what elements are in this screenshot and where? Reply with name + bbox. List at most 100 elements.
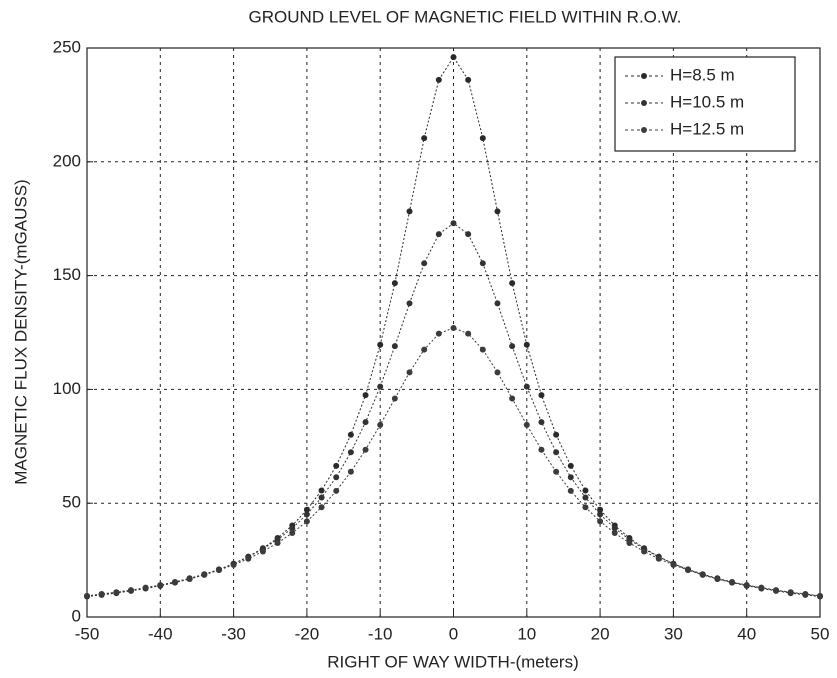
data-point: [186, 575, 193, 582]
data-point: [509, 395, 516, 402]
data-point: [450, 54, 457, 61]
data-point: [347, 449, 354, 456]
data-point: [303, 511, 310, 518]
data-point: [450, 324, 457, 331]
y-tick-label: 50: [62, 493, 81, 512]
x-tick-label: -20: [295, 624, 320, 643]
data-point: [362, 392, 369, 399]
data-point: [553, 431, 560, 438]
data-point: [245, 555, 252, 562]
data-point: [289, 530, 296, 537]
data-point: [406, 208, 413, 215]
data-point: [479, 135, 486, 142]
data-point: [729, 579, 736, 586]
y-axis-label: MAGNETIC FLUX DENSITY-(mGAUSS): [11, 179, 30, 484]
data-point: [157, 582, 164, 589]
data-point: [670, 561, 677, 568]
data-point: [435, 76, 442, 83]
plot-frame: [86, 47, 821, 618]
y-tick-label: 250: [53, 37, 81, 56]
legend-label: H=10.5 m: [670, 92, 744, 111]
data-point: [318, 504, 325, 511]
x-tick-label: 50: [811, 624, 830, 643]
data-point: [391, 395, 398, 402]
data-point: [435, 231, 442, 238]
data-point: [802, 591, 809, 598]
x-tick-label: 20: [591, 624, 610, 643]
data-point: [215, 567, 222, 574]
x-tick-label: -10: [368, 624, 393, 643]
data-point: [98, 591, 105, 598]
data-point: [494, 369, 501, 376]
data-point: [333, 474, 340, 481]
y-tick-label: 200: [53, 151, 81, 170]
data-point: [259, 548, 266, 555]
chart-title: GROUND LEVEL OF MAGNETIC FIELD WITHIN R.…: [249, 7, 682, 26]
data-point: [523, 341, 530, 348]
data-point: [494, 208, 501, 215]
data-point: [787, 589, 794, 596]
data-point: [509, 280, 516, 287]
legend-marker: [641, 100, 647, 106]
legend-label: H=8.5 m: [670, 65, 735, 84]
data-point: [84, 592, 90, 599]
data-point: [611, 530, 618, 537]
data-point: [773, 587, 780, 594]
data-point: [421, 135, 428, 142]
legend: H=8.5 m H=10.5 m H=12.5 m: [614, 56, 796, 152]
data-point: [406, 369, 413, 376]
data-point: [597, 511, 604, 518]
x-tick-label: 10: [517, 624, 536, 643]
data-point: [582, 487, 589, 494]
data-point: [582, 504, 589, 511]
data-point: [523, 421, 530, 428]
data-point: [553, 449, 560, 456]
data-point: [465, 231, 472, 238]
x-tick-label: 40: [737, 624, 756, 643]
data-point: [421, 346, 428, 353]
x-tick-label: 0: [449, 624, 458, 643]
data-point: [567, 474, 574, 481]
data-point: [201, 571, 208, 578]
data-point: [567, 487, 574, 494]
data-point: [641, 548, 648, 555]
data-point: [347, 431, 354, 438]
data-point: [303, 518, 310, 525]
data-point: [479, 346, 486, 353]
x-tick-label: -50: [75, 624, 100, 643]
data-point: [347, 468, 354, 475]
data-point: [421, 260, 428, 267]
legend-label: H=12.5 m: [670, 119, 744, 138]
data-point: [685, 567, 692, 574]
data-point: [538, 392, 545, 399]
data-point: [127, 587, 134, 594]
x-axis-label: RIGHT OF WAY WIDTH-(meters): [327, 652, 579, 671]
data-point: [743, 582, 750, 589]
data-point: [538, 446, 545, 453]
data-point: [523, 383, 530, 390]
x-tick-label: -30: [221, 624, 246, 643]
x-tick-label: 30: [664, 624, 683, 643]
data-point: [553, 468, 560, 475]
data-point: [289, 525, 296, 532]
y-tick-label: 0: [72, 606, 81, 625]
data-point: [626, 540, 633, 547]
data-point: [377, 341, 384, 348]
y-tick-label: 100: [53, 379, 81, 398]
data-point: [377, 421, 384, 428]
x-tick-label: -40: [148, 624, 173, 643]
data-point: [171, 579, 178, 586]
data-point: [318, 494, 325, 501]
data-point: [450, 220, 457, 227]
data-point: [362, 446, 369, 453]
data-point: [435, 330, 442, 337]
data-point: [391, 280, 398, 287]
data-point: [318, 487, 325, 494]
legend-marker: [641, 73, 647, 79]
data-point: [611, 525, 618, 532]
data-point: [303, 506, 310, 513]
data-point: [758, 584, 765, 591]
y-tick-label: 150: [53, 265, 81, 284]
data-point: [597, 518, 604, 525]
